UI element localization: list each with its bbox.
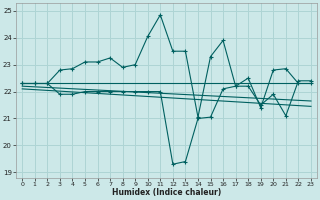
X-axis label: Humidex (Indice chaleur): Humidex (Indice chaleur) (112, 188, 221, 197)
